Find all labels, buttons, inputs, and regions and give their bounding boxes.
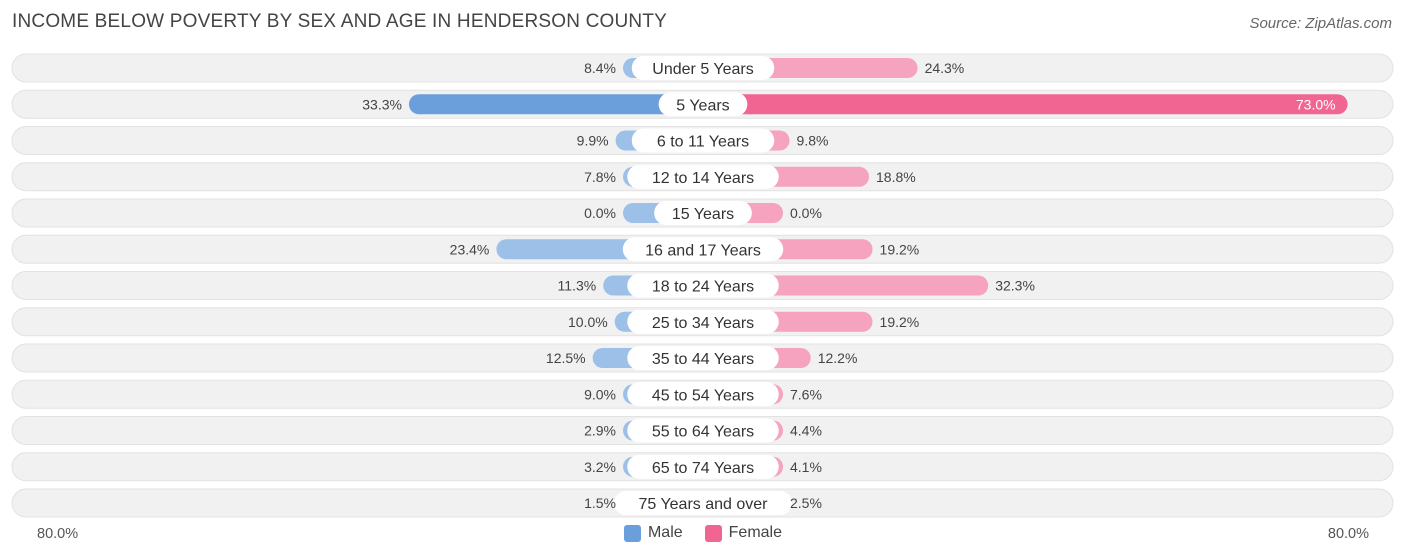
legend-item-female[interactable]: Female xyxy=(704,524,783,542)
category-label-bg xyxy=(627,164,779,189)
category-label: 18 to 24 Years xyxy=(652,279,754,296)
value-label-female: 9.8% xyxy=(797,133,829,149)
value-label-female: 4.1% xyxy=(790,459,822,475)
source-credit: Source: ZipAtlas.com xyxy=(1249,15,1392,32)
value-label-male: 7.8% xyxy=(584,169,616,185)
legend-label-male: Male xyxy=(647,524,683,541)
value-label-female: 19.2% xyxy=(880,241,920,257)
category-label-bg xyxy=(627,454,779,479)
value-label-female: 24.3% xyxy=(925,60,965,76)
legend-item-male[interactable]: Male xyxy=(623,524,683,542)
value-label-male: 0.0% xyxy=(584,205,616,221)
category-label: 45 to 54 Years xyxy=(652,387,754,404)
value-label-female: 18.8% xyxy=(876,169,916,185)
category-label: 6 to 11 Years xyxy=(657,134,749,151)
category-label: 5 Years xyxy=(676,97,729,114)
bar-male xyxy=(408,94,703,115)
value-label-male: 1.5% xyxy=(584,495,616,511)
category-label-bg xyxy=(622,237,784,262)
category-label-bg xyxy=(627,346,779,370)
legend-swatch-male xyxy=(623,524,641,542)
value-label-male: 11.3% xyxy=(558,278,597,294)
category-label: 35 to 44 Years xyxy=(652,351,754,368)
value-label-male: 2.9% xyxy=(584,423,616,439)
value-label-female: 12.2% xyxy=(818,350,858,366)
legend: Male Female xyxy=(0,524,1406,542)
value-label-female: 2.5% xyxy=(790,495,822,511)
value-label-male: 23.4% xyxy=(450,241,490,257)
value-label-female: 32.3% xyxy=(995,278,1035,294)
category-label: 55 to 64 Years xyxy=(652,424,754,441)
value-label-male: 9.9% xyxy=(577,133,609,149)
value-label-male: 33.3% xyxy=(362,96,402,112)
value-label-female: 19.2% xyxy=(880,314,920,330)
axis-left-label: 80.0% xyxy=(37,526,79,542)
category-label: 16 and 17 Years xyxy=(645,242,761,259)
category-label: 12 to 14 Years xyxy=(652,170,754,187)
category-label: 65 to 74 Years xyxy=(652,460,754,477)
chart-canvas: Under 5 Years 8.4% 24.3% 5 Years 33.3% 73.0% 6… xyxy=(11,53,1394,518)
value-label-male: 12.5% xyxy=(546,350,586,366)
value-label-male: 8.4% xyxy=(584,60,616,76)
value-label-male: 9.0% xyxy=(584,386,616,402)
category-label-bg xyxy=(627,273,779,298)
legend-swatch-female xyxy=(704,524,722,542)
axis-right-label: 80.0% xyxy=(1327,526,1369,542)
legend-label-female: Female xyxy=(728,524,783,541)
bar-female xyxy=(703,94,1348,115)
category-label: 25 to 34 Years xyxy=(652,315,754,332)
value-label-male: 3.2% xyxy=(584,459,616,475)
category-label: Under 5 Years xyxy=(652,61,753,78)
value-label-male: 10.0% xyxy=(568,314,608,330)
value-label-female: 0.0% xyxy=(790,205,822,221)
value-label-female: 4.4% xyxy=(790,423,822,439)
category-label-bg xyxy=(627,309,779,334)
category-label-bg xyxy=(631,128,775,153)
category-label-bg xyxy=(613,491,793,515)
chart-title: INCOME BELOW POVERTY BY SEX AND AGE IN H… xyxy=(12,11,668,32)
category-label-bg xyxy=(631,56,775,80)
value-label-female: 73.0% xyxy=(1296,96,1336,112)
category-label-bg xyxy=(627,382,779,407)
value-label-female: 7.6% xyxy=(790,386,822,402)
category-label-bg xyxy=(654,201,752,225)
category-label-bg xyxy=(627,418,779,443)
category-label: 75 Years and over xyxy=(639,496,769,513)
category-label-bg xyxy=(658,92,748,117)
category-label: 15 Years xyxy=(672,206,734,223)
